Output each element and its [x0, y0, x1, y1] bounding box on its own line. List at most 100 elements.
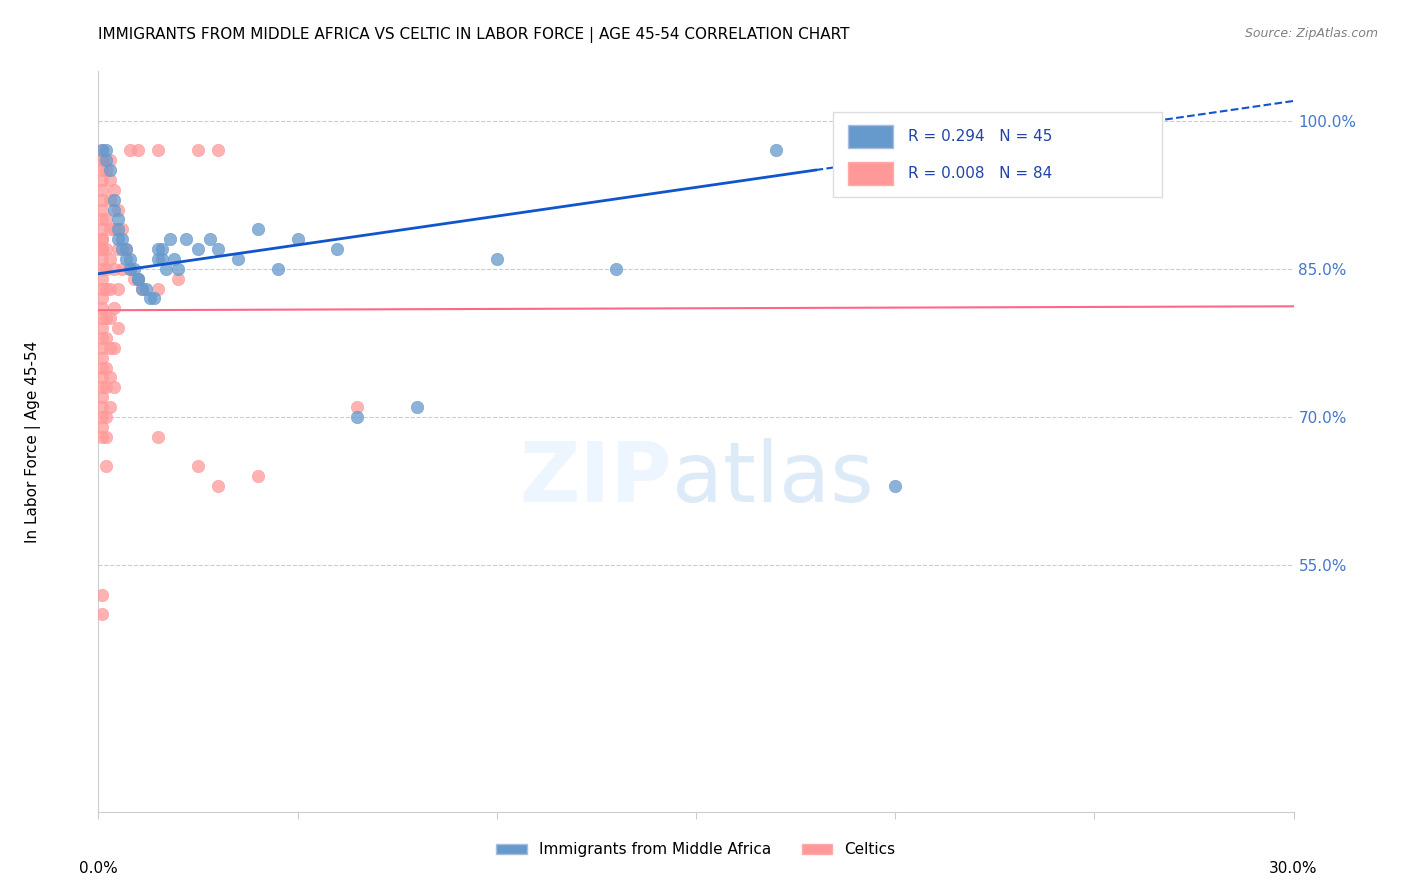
Point — [96, 459, 118, 474]
Point — [100, 311, 122, 326]
Point — [91, 242, 114, 256]
Point — [187, 459, 209, 474]
Point — [120, 252, 142, 266]
Point — [127, 271, 149, 285]
Point — [100, 341, 122, 355]
Point — [100, 163, 122, 178]
Point — [485, 252, 508, 266]
Point — [96, 429, 118, 443]
Point — [159, 232, 181, 246]
Point — [107, 232, 129, 246]
Point — [96, 409, 118, 424]
Point — [96, 261, 118, 276]
Point — [131, 281, 153, 295]
Point — [91, 222, 114, 236]
Point — [148, 242, 170, 256]
Point — [127, 271, 149, 285]
Point — [148, 252, 170, 266]
Point — [884, 479, 907, 493]
Point — [246, 222, 269, 236]
Point — [148, 281, 170, 295]
Point — [91, 380, 114, 394]
Point — [127, 271, 149, 285]
Point — [103, 222, 125, 236]
Point — [111, 261, 134, 276]
Point — [346, 409, 368, 424]
Point — [96, 144, 118, 158]
Point — [96, 331, 118, 345]
Point — [91, 183, 114, 197]
Point — [91, 232, 114, 246]
Point — [100, 153, 122, 168]
Point — [120, 261, 142, 276]
Point — [326, 242, 349, 256]
Point — [120, 144, 142, 158]
Point — [91, 232, 114, 246]
Point — [91, 153, 114, 168]
Point — [100, 193, 122, 207]
Point — [103, 380, 125, 394]
Point — [207, 242, 229, 256]
Point — [120, 261, 142, 276]
Point — [100, 222, 122, 236]
Point — [91, 588, 114, 602]
Point — [155, 261, 177, 276]
Point — [91, 173, 114, 187]
Point — [91, 212, 114, 227]
FancyBboxPatch shape — [834, 112, 1161, 197]
Legend: Immigrants from Middle Africa, Celtics: Immigrants from Middle Africa, Celtics — [491, 836, 901, 863]
Point — [107, 222, 129, 236]
Point — [103, 183, 125, 197]
Point — [765, 144, 787, 158]
Point — [91, 311, 114, 326]
Point — [107, 242, 129, 256]
Point — [103, 261, 125, 276]
Point — [91, 429, 114, 443]
Text: atlas: atlas — [672, 438, 873, 519]
Point — [100, 281, 122, 295]
Point — [107, 202, 129, 217]
Point — [91, 242, 114, 256]
Point — [96, 281, 118, 295]
Point — [605, 261, 627, 276]
Point — [115, 252, 138, 266]
Point — [96, 380, 118, 394]
Point — [198, 232, 221, 246]
Point — [91, 390, 114, 404]
Point — [91, 252, 114, 266]
Point — [91, 607, 114, 622]
Point — [91, 292, 114, 306]
Point — [91, 153, 114, 168]
Point — [150, 242, 173, 256]
Point — [107, 281, 129, 295]
Point — [91, 409, 114, 424]
Point — [267, 261, 290, 276]
Point — [96, 360, 118, 375]
Point — [163, 252, 186, 266]
Point — [167, 261, 190, 276]
Point — [139, 292, 162, 306]
Point — [246, 469, 269, 483]
Point — [127, 144, 149, 158]
Point — [174, 232, 197, 246]
Point — [103, 202, 125, 217]
Point — [91, 360, 114, 375]
Point — [406, 400, 429, 414]
Point — [100, 400, 122, 414]
Point — [111, 242, 134, 256]
Point — [100, 173, 122, 187]
Point — [124, 271, 146, 285]
Point — [346, 400, 368, 414]
Text: In Labor Force | Age 45-54: In Labor Force | Age 45-54 — [25, 341, 41, 542]
Point — [91, 419, 114, 434]
Point — [207, 479, 229, 493]
Point — [115, 242, 138, 256]
Point — [96, 153, 118, 168]
Point — [91, 144, 114, 158]
Point — [91, 281, 114, 295]
Point — [91, 261, 114, 276]
Point — [226, 252, 249, 266]
Point — [91, 193, 114, 207]
Point — [91, 271, 114, 285]
Point — [91, 144, 114, 158]
